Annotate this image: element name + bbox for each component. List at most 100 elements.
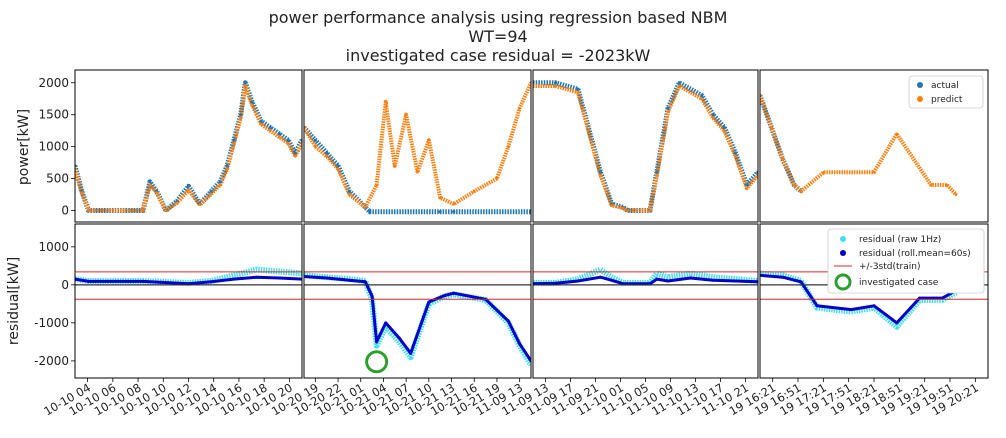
predict-point (438, 196, 442, 200)
series-actual (533, 80, 758, 213)
predict-point (250, 103, 254, 107)
predict-point (375, 183, 379, 187)
predict-point (648, 209, 652, 212)
predict-point (363, 205, 367, 209)
residual-axis-label: residual[kW] (6, 257, 22, 345)
series-predict (760, 94, 958, 196)
series-residual-raw (304, 272, 531, 367)
panel-frame (74, 69, 303, 223)
figure-title-line-3: investigated case residual = -2023kW (346, 46, 651, 65)
residual-roll-point (397, 336, 401, 340)
series-residual-roll (760, 273, 957, 325)
actual-point (733, 151, 738, 155)
actual-point (576, 87, 580, 91)
predict-point (576, 90, 580, 94)
predict-point (722, 129, 726, 133)
y-tick-label: 2000 (38, 76, 69, 90)
predict-point (164, 209, 168, 212)
legend-actual-label: actual (931, 81, 959, 91)
predict-point (348, 193, 351, 196)
actual-point (239, 113, 243, 117)
legend-std-label: +/-3std(train) (859, 262, 920, 272)
legend-raw-label: residual (raw 1Hz) (859, 235, 941, 245)
predict-point (518, 106, 522, 110)
actual-point (243, 81, 247, 85)
predict-point (452, 202, 456, 206)
actual-point (438, 210, 442, 214)
actual-point (452, 210, 456, 214)
predict-point (313, 145, 317, 149)
predict-point (495, 177, 499, 180)
actual-point (268, 125, 272, 130)
predict-point (745, 186, 749, 190)
actual-point (313, 138, 317, 142)
residual-roll-point (325, 276, 329, 280)
y-tick-label: -2000 (34, 354, 69, 368)
predict-point (781, 158, 785, 161)
power-panel-2 (304, 81, 531, 215)
predict-point (404, 113, 408, 117)
residual-roll-point (711, 278, 715, 282)
panel-frame (759, 69, 989, 223)
legend-raw-swatch (840, 236, 846, 242)
predict-point (225, 167, 229, 171)
actual-point (218, 180, 222, 184)
residual-roll-point (209, 280, 213, 284)
predict-point (384, 100, 388, 104)
residual-roll-point (734, 279, 737, 283)
residual-roll-point (347, 278, 351, 282)
actual-point (325, 151, 329, 155)
residual-roll-point (599, 275, 602, 279)
predict-point (610, 203, 614, 207)
actual-point (277, 132, 281, 136)
predict-point (87, 209, 91, 212)
residual-panel-3 (533, 266, 758, 300)
residual-roll-point (815, 304, 819, 308)
actual-point (259, 119, 263, 123)
panel-frame (532, 223, 759, 379)
predict-point (141, 209, 145, 212)
actual-point (598, 170, 603, 174)
power-legend: actual predict (908, 75, 984, 109)
figure-title-line-1: power performance analysis using regress… (269, 8, 728, 27)
predict-point (239, 116, 243, 120)
predict-point (792, 183, 796, 187)
residual-roll-point (872, 304, 876, 308)
y-tick-label: -1000 (34, 316, 69, 330)
series-predict (533, 84, 758, 213)
predict-point (655, 173, 659, 177)
actual-point (209, 189, 213, 193)
predict-point (268, 129, 272, 133)
predict-point (243, 84, 247, 88)
legend-case-swatch (834, 273, 852, 291)
predict-point (945, 183, 949, 187)
predict-point (954, 193, 958, 196)
actual-point (368, 210, 372, 214)
residual-roll-point (518, 342, 522, 346)
predict-point (895, 132, 899, 136)
y-tick-label: 1000 (38, 140, 69, 154)
predict-point (472, 189, 476, 193)
residual-roll-point (799, 280, 803, 284)
predict-point (175, 201, 179, 205)
power-panel-1 (75, 80, 302, 213)
actual-point (655, 170, 659, 174)
residual-panel-1 (75, 266, 302, 300)
residual-roll-point (849, 308, 853, 312)
panel-frame (532, 69, 759, 223)
residual-roll-point (232, 277, 236, 281)
residual-roll-point (370, 294, 374, 298)
predict-point (293, 154, 297, 158)
actual-point (553, 81, 558, 85)
series-residual-roll (304, 275, 531, 362)
residual-roll-point (452, 291, 456, 295)
y-tick-label: 1500 (38, 108, 69, 122)
power-panel-3 (533, 80, 758, 213)
predict-point (734, 154, 737, 158)
y-tick-label: 1000 (38, 240, 69, 254)
legend-roll-label: residual (roll.mean=60s) (859, 249, 971, 259)
predict-point (259, 122, 263, 126)
residual-roll-point (427, 300, 431, 304)
residual-roll-point (895, 321, 899, 325)
